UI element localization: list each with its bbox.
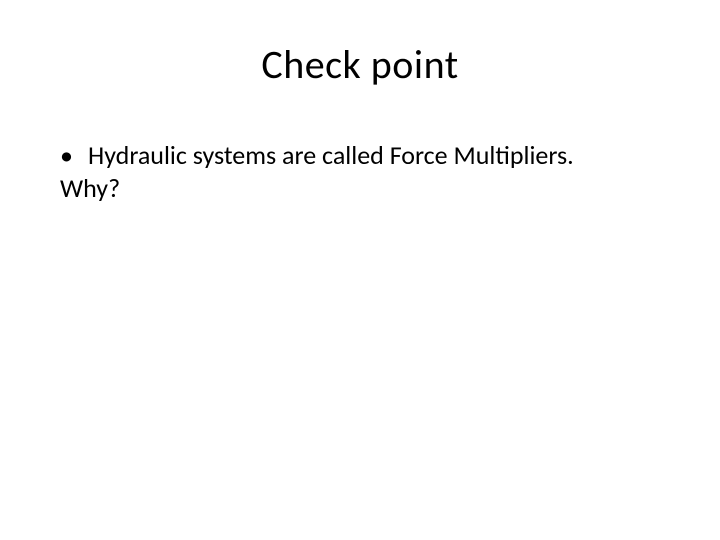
- slide: Check point • Hydraulic systems are call…: [0, 0, 720, 540]
- slide-body: • Hydraulic systems are called Force Mul…: [60, 139, 660, 204]
- bullet-text-line2: Why?: [60, 172, 660, 205]
- bullet-text-line1: Hydraulic systems are called Force Multi…: [88, 139, 660, 172]
- bullet-marker: •: [60, 139, 88, 172]
- bullet-item: • Hydraulic systems are called Force Mul…: [60, 139, 660, 172]
- slide-title: Check point: [60, 40, 660, 89]
